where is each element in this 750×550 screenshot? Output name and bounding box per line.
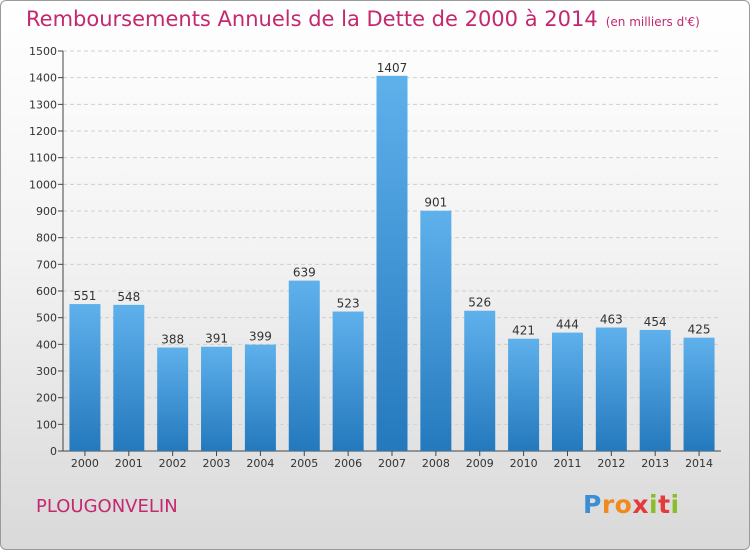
x-tick-label-2013: 2013 (641, 457, 669, 470)
chart-title-text: Remboursements Annuels de la Dette de 20… (26, 7, 598, 31)
x-tick-label-2010: 2010 (510, 457, 538, 470)
x-tick-label-2000: 2000 (71, 457, 99, 470)
bar-2008 (420, 210, 452, 451)
logo-letter: i (649, 490, 659, 519)
y-tick-label: 1200 (29, 125, 57, 138)
value-label-2011: 444 (556, 318, 579, 332)
logo-letter: o (614, 490, 633, 519)
y-tick-label: 400 (36, 338, 57, 351)
logo-letter: i (670, 490, 680, 519)
value-label-2013: 454 (644, 315, 667, 329)
value-label-2005: 639 (293, 266, 316, 280)
y-tick-label: 200 (36, 392, 57, 405)
bar-2001 (113, 304, 145, 451)
value-label-2008: 901 (424, 196, 447, 210)
x-tick-label-2011: 2011 (553, 457, 581, 470)
y-tick-label: 700 (36, 258, 57, 271)
logo-letter: t (658, 490, 671, 519)
x-tick-label-2008: 2008 (422, 457, 450, 470)
x-tick-label-2003: 2003 (203, 457, 231, 470)
value-label-2006: 523 (337, 297, 360, 311)
bar-2010 (508, 338, 540, 451)
y-tick-label: 1400 (29, 72, 57, 85)
bar-2011 (551, 332, 583, 451)
bar-2007 (376, 75, 408, 452)
value-label-2000: 551 (73, 289, 96, 303)
x-tick-label-2007: 2007 (378, 457, 406, 470)
y-tick-label: 600 (36, 285, 57, 298)
y-tick-label: 500 (36, 312, 57, 325)
x-tick-label-2004: 2004 (246, 457, 274, 470)
x-tick-label-2002: 2002 (159, 457, 187, 470)
y-tick-label: 1500 (29, 45, 57, 58)
y-tick-label: 0 (50, 445, 57, 458)
x-tick-label-2014: 2014 (685, 457, 713, 470)
y-tick-label: 1000 (29, 178, 57, 191)
y-tick-label: 1300 (29, 98, 57, 111)
value-label-2001: 548 (117, 290, 140, 304)
bar-2006 (332, 311, 364, 451)
proxiti-logo: Proxiti (583, 490, 680, 519)
bar-2005 (288, 280, 320, 451)
value-label-2007: 1407 (377, 61, 408, 75)
bar-2013 (639, 329, 671, 451)
bar-2002 (157, 347, 189, 451)
x-tick-label-2009: 2009 (466, 457, 494, 470)
place-name: PLOUGONVELIN (36, 496, 178, 517)
logo-letter: x (632, 490, 649, 519)
x-tick-label-2012: 2012 (597, 457, 625, 470)
y-tick-label: 900 (36, 205, 57, 218)
logo-letter: P (583, 490, 602, 519)
value-label-2009: 526 (468, 296, 491, 310)
bar-2014 (683, 337, 715, 451)
chart-unit: (en milliers d'€) (605, 15, 700, 29)
bar-2012 (595, 327, 627, 451)
value-label-2004: 399 (249, 330, 272, 344)
y-tick-label: 300 (36, 365, 57, 378)
value-label-2014: 425 (688, 323, 711, 337)
value-label-2010: 421 (512, 324, 535, 338)
value-label-2003: 391 (205, 332, 228, 346)
x-tick-label-2006: 2006 (334, 457, 362, 470)
x-tick-label-2005: 2005 (290, 457, 318, 470)
bars (69, 75, 715, 452)
bar-2000 (69, 304, 101, 451)
bar-2009 (464, 310, 496, 451)
bar-2004 (244, 344, 276, 451)
y-tick-label: 1100 (29, 152, 57, 165)
value-label-2002: 388 (161, 333, 184, 347)
x-tick-label-2001: 2001 (115, 457, 143, 470)
y-tick-label: 100 (36, 418, 57, 431)
value-label-2012: 463 (600, 313, 623, 327)
labels: 0 100 200 300 400 500 600 700 800 900 1000 1100 1200… (29, 45, 713, 470)
chart-title: Remboursements Annuels de la Dette de 20… (26, 7, 700, 31)
logo-letter: r (601, 490, 615, 519)
y-tick-label: 800 (36, 232, 57, 245)
bar-2003 (201, 346, 233, 451)
